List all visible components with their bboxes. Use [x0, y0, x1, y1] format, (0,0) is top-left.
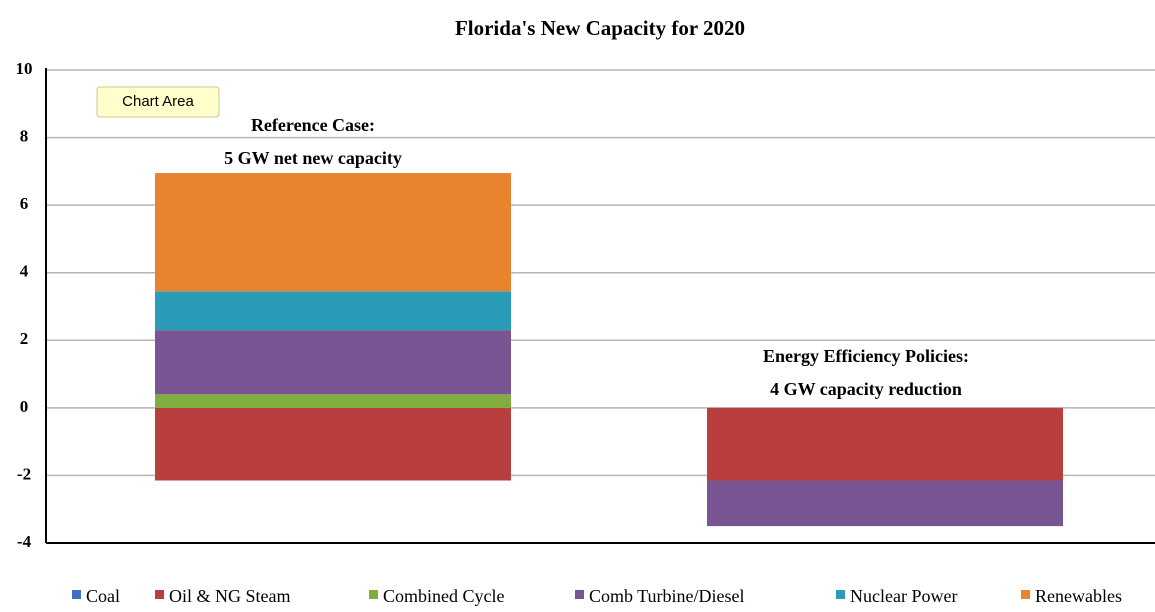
y-tick-label: -2	[17, 464, 31, 483]
y-tick-label: 0	[20, 397, 29, 416]
legend-swatch	[72, 590, 81, 599]
tooltip: Chart Area	[122, 93, 194, 110]
legend-swatch	[575, 590, 584, 599]
bar-segment	[155, 407, 511, 481]
bar-segment	[707, 407, 1063, 481]
overlay: Reference Case: 5 GW net new capacity Ener…	[72, 86, 1122, 606]
bar-segment	[155, 291, 511, 331]
legend-swatch	[369, 590, 378, 599]
legend-label: Oil & NG Steam	[169, 586, 291, 606]
legend-label: Comb Turbine/Diesel	[589, 586, 745, 606]
bar-segment	[155, 330, 511, 395]
bar-segment	[707, 480, 1063, 527]
tooltip-box	[96, 86, 220, 118]
legend-swatch	[836, 590, 845, 599]
annotation: 5 GW net new capacity	[224, 148, 402, 168]
bar-segment	[155, 394, 511, 408]
legend-label: Combined Cycle	[383, 586, 504, 606]
bars	[155, 173, 1063, 527]
y-tick-label: 6	[20, 194, 29, 213]
chart-title: Florida's New Capacity for 2020	[455, 16, 745, 40]
y-tick-label: -4	[17, 532, 32, 551]
y-tick-label: 2	[20, 329, 29, 348]
y-tick-label: 10	[16, 59, 33, 78]
legend-label: Coal	[86, 586, 120, 606]
y-tick-label: 8	[20, 126, 29, 145]
annotation: Energy Efficiency Policies:	[763, 346, 969, 366]
bar-segment	[155, 173, 511, 292]
legend-label: Renewables	[1035, 586, 1122, 606]
y-tick-label: 4	[20, 262, 29, 281]
annotation: Reference Case:	[251, 115, 375, 135]
annotation: 4 GW capacity reduction	[770, 379, 962, 399]
legend-swatch	[155, 590, 164, 599]
legend-swatch	[1021, 590, 1030, 599]
legend-label: Nuclear Power	[850, 586, 957, 606]
